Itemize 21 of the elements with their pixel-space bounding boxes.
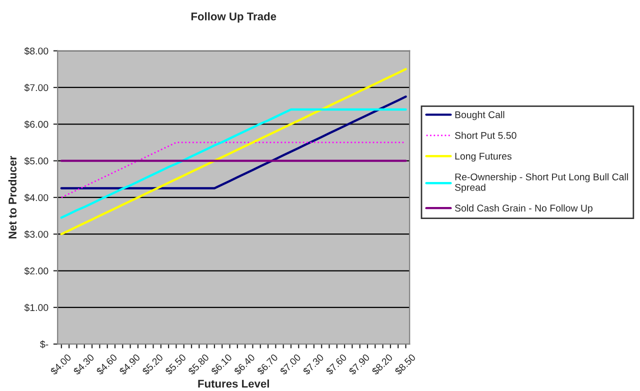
- y-tick-label: $7.00: [24, 84, 48, 92]
- y-tick-label: $5.00: [24, 157, 48, 165]
- line-series: [60, 108, 407, 219]
- legend-label: Long Futures: [455, 152, 512, 162]
- y-tick-label: $4.00: [24, 194, 48, 202]
- y-tick-label: $1.00: [24, 304, 48, 312]
- x-axis-title: Futures Level: [198, 379, 269, 388]
- y-tick-label: $3.00: [24, 230, 48, 238]
- line-series: [60, 68, 407, 236]
- y-tick-label: $6.00: [24, 120, 48, 128]
- legend-label: Sold Cash Grain - No Follow Up: [455, 204, 592, 214]
- line-series: [60, 142, 406, 198]
- line-series: [60, 96, 407, 190]
- legend-label: Bought Call: [455, 111, 504, 120]
- y-tick-label: $2.00: [24, 267, 48, 275]
- legend-label: Short Put 5.50: [455, 132, 516, 139]
- y-tick-label: $-: [40, 340, 48, 348]
- legend-label: Re-Ownership - Short Put Long Bull Call Spread: [455, 173, 628, 193]
- y-tick-label: $8.00: [24, 47, 48, 56]
- y-axis-title: Net to Producer: [8, 156, 16, 238]
- chart-title: Follow Up Trade: [191, 12, 276, 23]
